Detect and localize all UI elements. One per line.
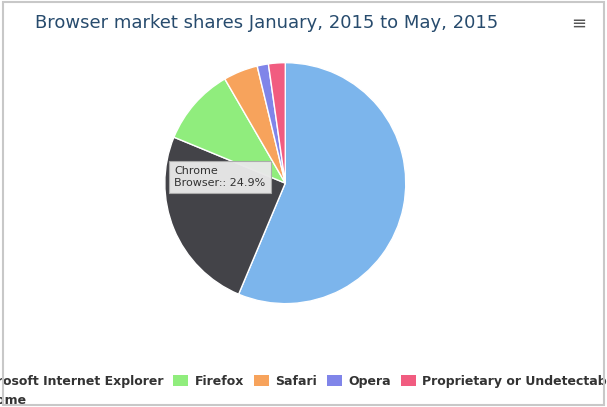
Wedge shape — [225, 66, 285, 183]
Wedge shape — [174, 79, 285, 183]
Text: Browser market shares January, 2015 to May, 2015: Browser market shares January, 2015 to M… — [35, 14, 499, 32]
Text: ≡: ≡ — [571, 14, 586, 32]
Wedge shape — [268, 63, 285, 183]
Wedge shape — [257, 64, 285, 183]
Wedge shape — [165, 137, 285, 294]
Text: Chrome
Browser:: 24.9%: Chrome Browser:: 24.9% — [174, 166, 266, 188]
Wedge shape — [239, 63, 405, 304]
